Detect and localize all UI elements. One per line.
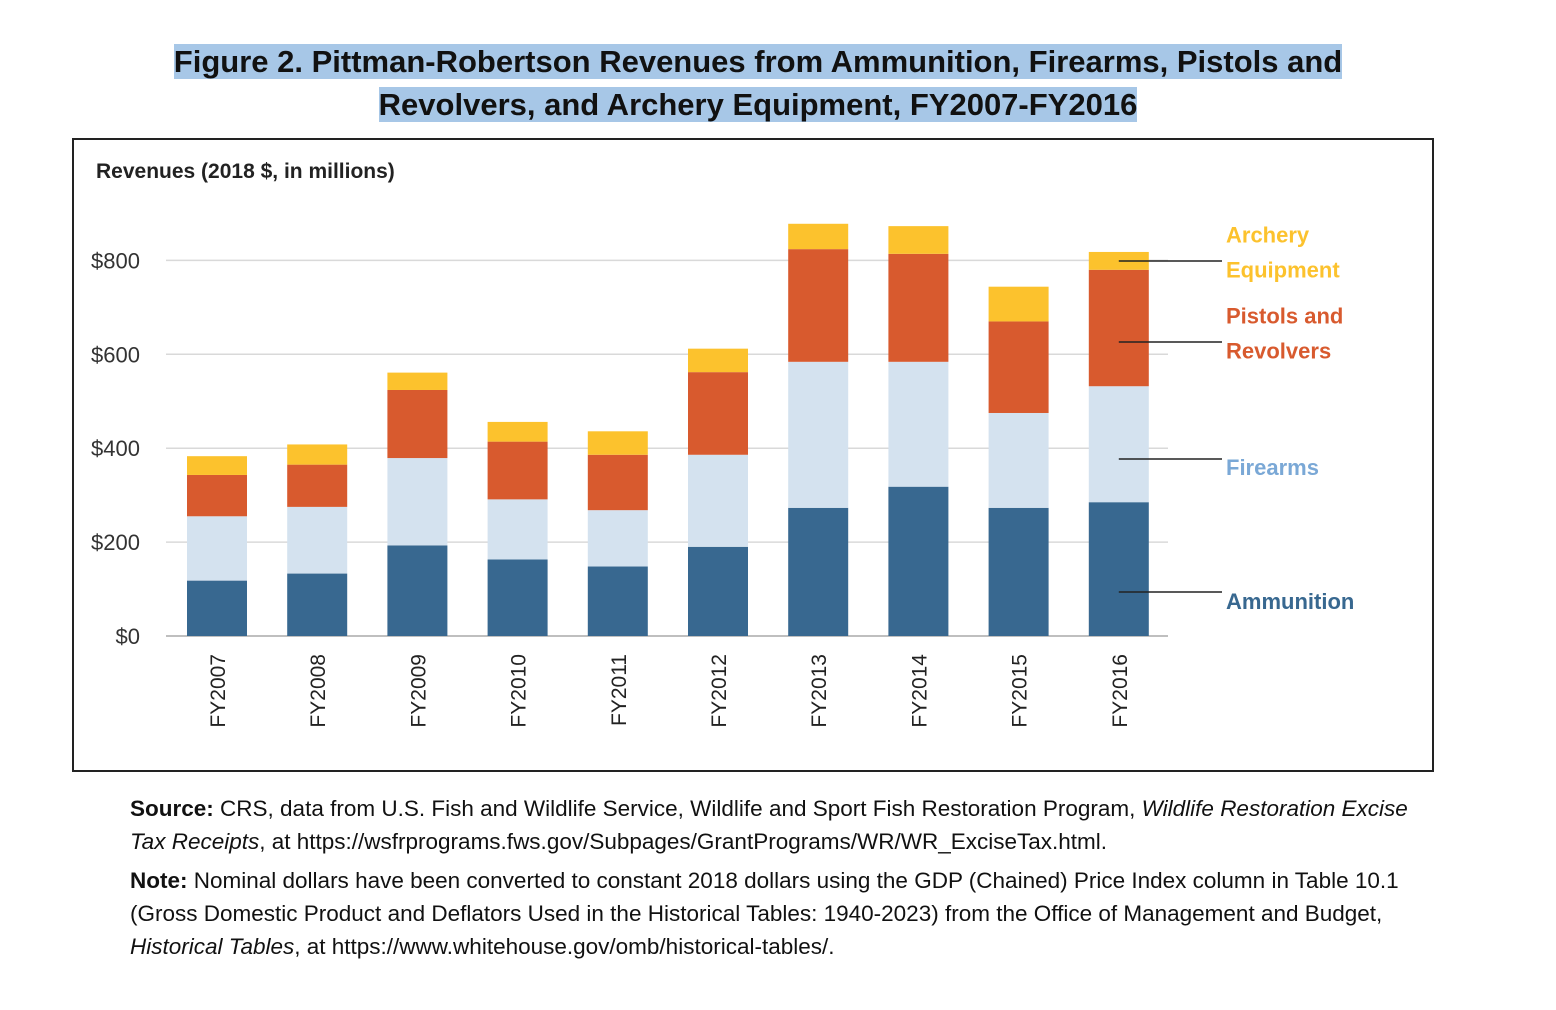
source-italic: Wildlife Restoration Excise Tax Receipts xyxy=(130,796,1408,854)
note-label: Note: xyxy=(130,868,188,893)
x-axis-ticks: FY2007 FY2008 FY2009 FY2010 FY2011 FY2012 FY20… xyxy=(207,654,1132,728)
figure-title-line-1: Figure 2. Pittman-Robertson Revenues fro… xyxy=(173,44,1343,79)
figure-title-line-2: Revolvers, and Archery Equipment, FY2007… xyxy=(378,87,1138,122)
bar-segment xyxy=(688,348,748,373)
bar-segment xyxy=(387,389,448,459)
x-tick-label: FY2012 xyxy=(708,654,731,728)
bar-segment xyxy=(888,253,949,362)
note: Note: Nominal dollars have been converte… xyxy=(130,864,1420,963)
bar-segment xyxy=(587,510,648,567)
x-tick-label: FY2009 xyxy=(407,654,430,728)
bar-segment xyxy=(788,249,849,362)
source-label: Source: xyxy=(130,796,214,821)
bar-segment xyxy=(988,321,1049,413)
legend-label: Archery xyxy=(1226,223,1310,248)
figure-notes: Source: CRS, data from U.S. Fish and Wil… xyxy=(130,792,1420,969)
x-tick-label: FY2013 xyxy=(808,654,831,728)
bar-segment xyxy=(587,454,648,511)
bar-segment xyxy=(387,458,448,546)
bar-segment xyxy=(387,372,448,390)
bar-segment xyxy=(187,516,247,581)
bar-segment xyxy=(988,412,1049,508)
x-tick-label: FY2015 xyxy=(1009,654,1032,728)
bar-segment xyxy=(688,454,748,547)
bar-segment xyxy=(187,474,247,517)
legend-label: Pistols and xyxy=(1226,304,1343,329)
source-text-2: , at https://wsfrprograms.fws.gov/Subpag… xyxy=(259,829,1108,854)
y-tick-label: $400 xyxy=(91,436,140,461)
bar-segment xyxy=(1088,502,1149,636)
bar-segment xyxy=(287,464,348,507)
note-text-2: , at https://www.whitehouse.gov/omb/hist… xyxy=(294,934,835,959)
bar-segment xyxy=(1088,269,1149,387)
series-labels: Archery Equipment Pistols and Revolvers Fire… xyxy=(1118,223,1354,614)
legend-label: Firearms xyxy=(1226,455,1319,480)
bar-segment xyxy=(888,361,949,487)
y-axis-ticks: $0 $200 $400 $600 $800 xyxy=(91,248,140,649)
bar-segment xyxy=(187,580,247,636)
x-tick-label: FY2007 xyxy=(207,654,230,728)
bar-segment xyxy=(187,456,247,475)
bar-segment xyxy=(888,486,949,636)
stacked-bar-chart: Revenues (2018 $, in millions) $0 $200 $40… xyxy=(91,160,1354,728)
x-tick-label: FY2010 xyxy=(508,654,531,728)
legend-label: Equipment xyxy=(1226,258,1340,283)
bar-segment xyxy=(287,573,348,636)
note-italic: Historical Tables xyxy=(130,934,295,959)
bar-segment xyxy=(487,499,548,560)
legend-label: Ammunition xyxy=(1226,589,1354,614)
bar-segment xyxy=(587,566,648,636)
bar-segment xyxy=(688,372,748,455)
x-tick-label: FY2016 xyxy=(1109,654,1132,728)
source-note: Source: CRS, data from U.S. Fish and Wil… xyxy=(130,792,1420,858)
legend-label: Revolvers xyxy=(1226,339,1331,364)
y-tick-label: $200 xyxy=(91,530,140,555)
bar-segment xyxy=(487,559,548,636)
bar-segment xyxy=(988,507,1049,636)
y-axis-title: Revenues (2018 $, in millions) xyxy=(96,160,395,183)
y-tick-label: $0 xyxy=(116,624,140,649)
x-tick-label: FY2011 xyxy=(608,654,631,726)
source-text-1: CRS, data from U.S. Fish and Wildlife Se… xyxy=(213,796,1142,821)
bar-segment xyxy=(988,286,1049,322)
bar-segment xyxy=(487,441,548,500)
x-tick-label: FY2008 xyxy=(307,654,330,728)
bar-segment xyxy=(788,507,849,636)
bar-segment xyxy=(387,545,448,636)
bar-segment xyxy=(888,226,949,254)
x-tick-label: FY2014 xyxy=(908,654,931,728)
figure-title: Figure 2. Pittman-Robertson Revenues fro… xyxy=(80,40,1436,126)
bar-segment xyxy=(287,444,348,465)
note-text-1: Nominal dollars have been converted to c… xyxy=(130,868,1399,926)
bar-segment xyxy=(788,223,849,250)
bar-segment xyxy=(1088,386,1149,503)
bar-segment xyxy=(788,361,849,508)
bar-segment xyxy=(688,546,748,636)
y-tick-label: $800 xyxy=(91,248,140,273)
chart-frame: Revenues (2018 $, in millions) $0 $200 $40… xyxy=(72,138,1434,772)
bars xyxy=(187,223,1149,636)
y-tick-label: $600 xyxy=(91,342,140,367)
bar-segment xyxy=(587,431,648,455)
bar-segment xyxy=(287,506,348,574)
bar-segment xyxy=(487,421,548,442)
